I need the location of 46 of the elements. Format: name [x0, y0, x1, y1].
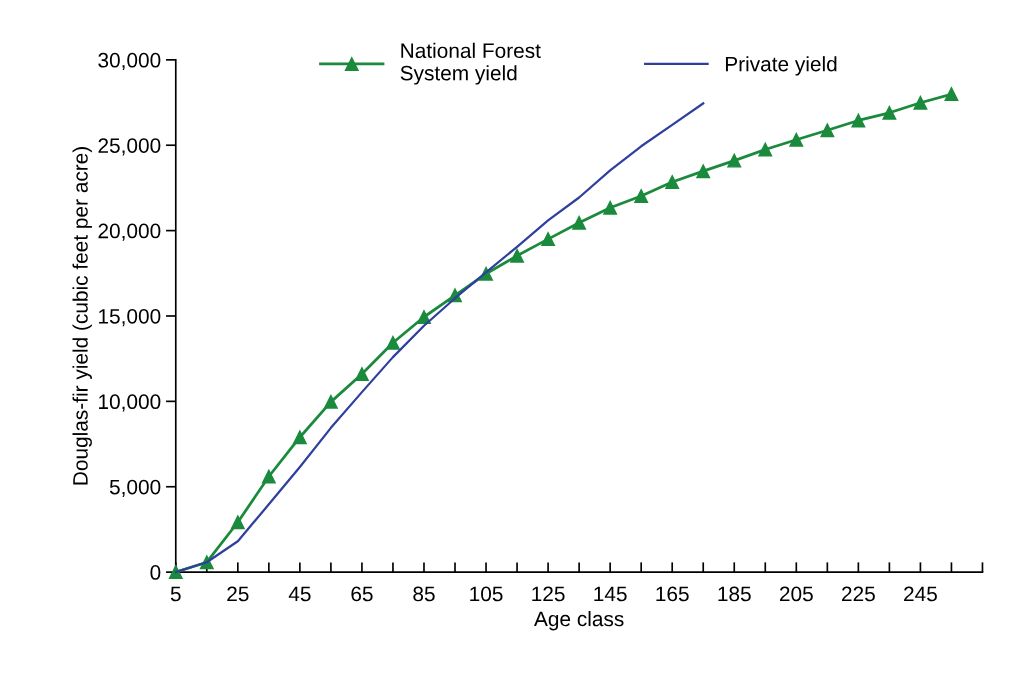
- x-tick-label: 65: [351, 586, 373, 602]
- point: [944, 87, 959, 102]
- point: [354, 367, 369, 381]
- point: [758, 142, 773, 157]
- point: [230, 515, 245, 530]
- point: [386, 335, 400, 350]
- point: [417, 310, 431, 324]
- x-tick-label: 25: [227, 586, 249, 602]
- y-axis-title: Douglas-fir yield (cubic feet per acre): [72, 147, 92, 485]
- point: [882, 105, 897, 120]
- x-tick-label: 205: [779, 586, 813, 602]
- x-tick-label: 145: [594, 586, 627, 602]
- legend-label: National Forest System yield: [400, 42, 541, 85]
- x-tick-label: 185: [718, 586, 751, 602]
- legend-label: Private yield: [725, 56, 837, 76]
- point: [541, 232, 556, 247]
- x-tick-label: 165: [656, 586, 689, 602]
- y-tick-label: 5,000: [109, 479, 161, 497]
- point: [261, 469, 276, 484]
- point: [851, 113, 866, 128]
- x-tick-label: 225: [842, 586, 875, 602]
- x-tick-label: 5: [170, 586, 181, 602]
- point: [634, 189, 649, 203]
- point: [913, 95, 928, 110]
- point: [603, 200, 618, 215]
- point: [323, 394, 338, 409]
- x-tick-label: 105: [470, 586, 503, 602]
- point: [727, 153, 742, 168]
- x-axis-title: Age class: [534, 610, 624, 631]
- point: [510, 248, 525, 263]
- point: [292, 430, 307, 445]
- point: [665, 174, 680, 189]
- y-tick-label: 15,000: [99, 308, 161, 327]
- y-tick-label: 10,000: [99, 394, 161, 412]
- x-tick-label: 85: [413, 586, 435, 602]
- y-tick-label: 25,000: [98, 138, 161, 156]
- point: [820, 123, 835, 138]
- x-tick-label: 245: [904, 586, 937, 602]
- y-tick-label: 30,000: [98, 52, 161, 71]
- x-tick-label: 45: [288, 586, 311, 602]
- x-tick-label: 125: [532, 586, 565, 602]
- y-tick-label: 0: [150, 565, 161, 580]
- point: [696, 164, 711, 179]
- point: [789, 132, 804, 147]
- point: [572, 215, 587, 230]
- y-tick-label: 20,000: [98, 223, 161, 241]
